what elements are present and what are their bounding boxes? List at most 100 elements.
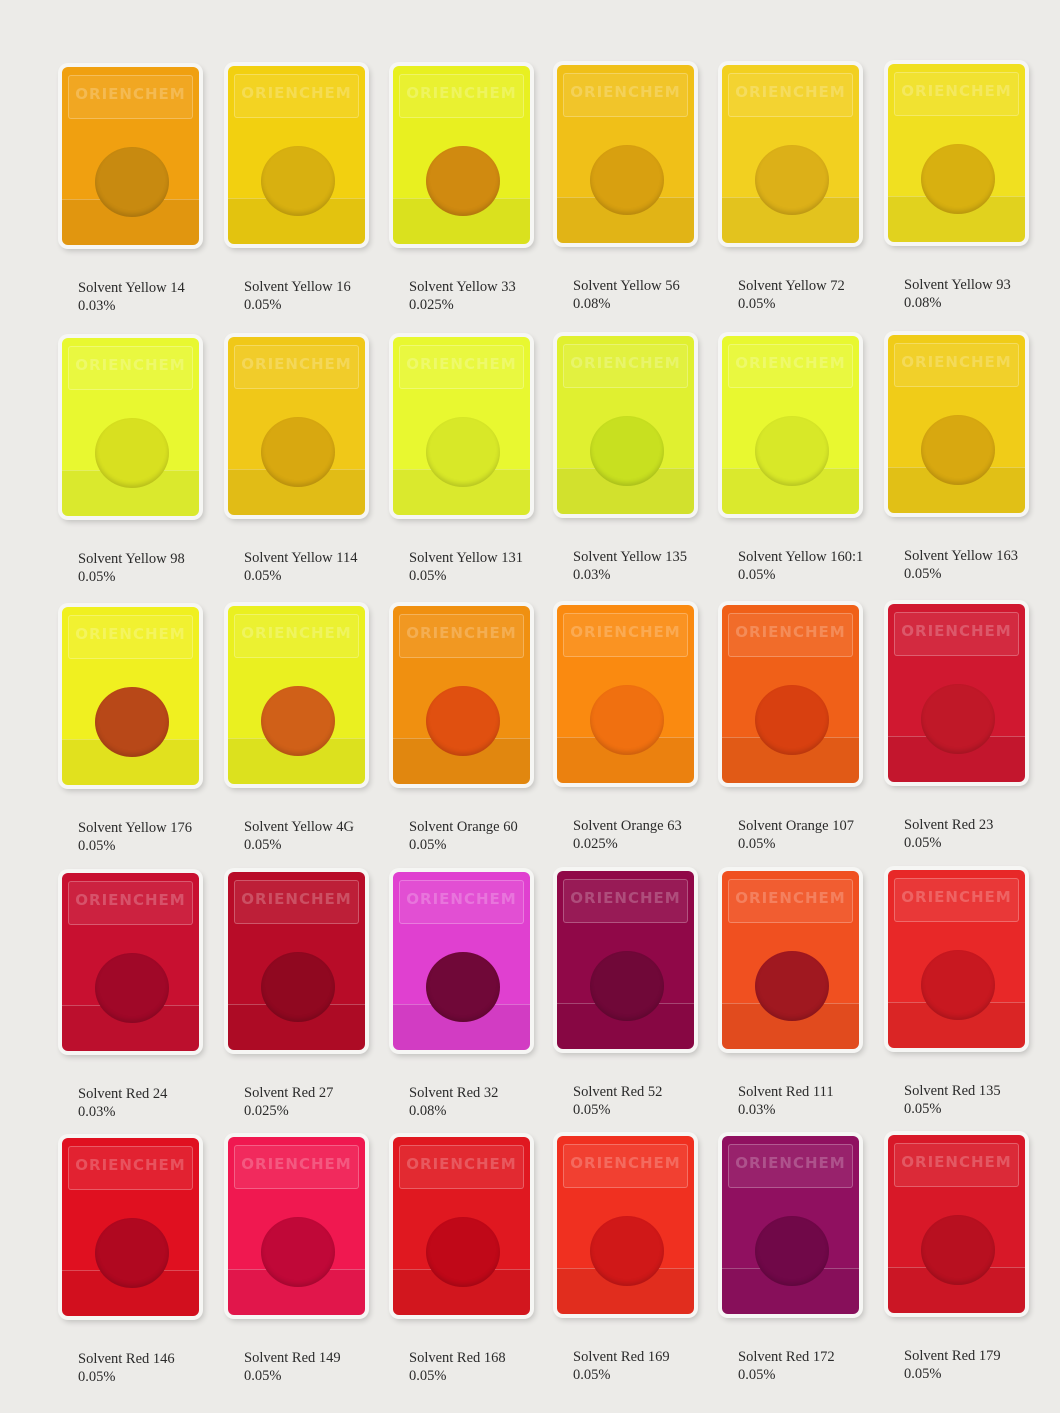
swatch-name: Solvent Yellow 16 xyxy=(244,279,351,296)
swatch-concentration: 0.05% xyxy=(409,1367,447,1384)
brand-logo: ORIENCHEM xyxy=(406,354,517,373)
swatch-concentration: 0.05% xyxy=(78,1369,116,1385)
color-chip: ORIENCHEM xyxy=(557,605,694,784)
logo-band xyxy=(399,73,524,118)
swatch-concentration: 0.05% xyxy=(904,1366,942,1382)
swatch-concentration: 0.08% xyxy=(409,1102,447,1119)
swatch-concentration: 0.05% xyxy=(573,1367,611,1384)
color-chip: ORIENCHEM xyxy=(393,871,530,1050)
logo-band xyxy=(399,613,524,658)
chip-window xyxy=(95,1218,169,1288)
chip-window xyxy=(590,416,664,487)
logo-band xyxy=(234,880,359,925)
swatch-concentration: 0.05% xyxy=(244,568,282,585)
chip-window xyxy=(261,952,335,1023)
swatch-label: Solvent Red 149 0.05% xyxy=(244,1349,341,1385)
swatch-concentration: 0.025% xyxy=(409,296,454,313)
brand-logo: ORIENCHEM xyxy=(570,354,681,373)
swatch-concentration: 0.03% xyxy=(573,567,611,584)
logo-band xyxy=(894,343,1019,387)
color-chip: ORIENCHEM xyxy=(62,873,199,1051)
swatch-concentration: 0.05% xyxy=(573,1102,611,1119)
logo-band xyxy=(728,72,853,117)
swatch-name: Solvent Yellow 4G xyxy=(244,819,354,836)
swatch-label: Solvent Red 179 0.05% xyxy=(904,1347,1001,1383)
chip-window xyxy=(921,415,995,485)
swatch-name: Solvent Yellow 131 xyxy=(409,549,524,566)
swatch-name: Solvent Red 169 xyxy=(573,1349,670,1366)
color-chip: ORIENCHEM xyxy=(722,604,859,783)
swatch-name: Solvent Yellow 163 xyxy=(904,548,1019,564)
brand-logo: ORIENCHEM xyxy=(241,890,352,909)
brand-logo: ORIENCHEM xyxy=(406,889,517,908)
logo-band xyxy=(234,614,359,659)
swatch-name: Solvent Orange 107 xyxy=(738,817,854,834)
swatch-name: Solvent Yellow 14 xyxy=(78,280,185,296)
chip-window xyxy=(95,953,169,1023)
logo-band xyxy=(894,878,1019,922)
swatch-concentration: 0.05% xyxy=(904,1101,942,1117)
swatch-label: Solvent Red 169 0.05% xyxy=(573,1348,670,1384)
chip-window xyxy=(426,685,500,756)
swatch-name: Solvent Yellow 56 xyxy=(573,278,680,295)
swatch-label: Solvent Yellow 72 0.05% xyxy=(738,277,845,313)
chip-window xyxy=(95,418,169,488)
logo-band xyxy=(728,343,853,388)
chip-window xyxy=(426,145,500,216)
color-chip: ORIENCHEM xyxy=(228,66,365,245)
logo-band xyxy=(68,615,193,659)
brand-logo: ORIENCHEM xyxy=(570,1154,681,1173)
swatch-label: Solvent Red 172 0.05% xyxy=(738,1348,835,1384)
swatch-label: Solvent Yellow 160:1 0.05% xyxy=(738,548,863,584)
color-chip: ORIENCHEM xyxy=(62,338,199,516)
chip-window xyxy=(95,147,169,217)
swatch-label: Solvent Red 23 0.05% xyxy=(904,816,993,852)
chip-window xyxy=(590,145,664,216)
swatch-name: Solvent Red 168 xyxy=(409,1349,506,1366)
brand-logo: ORIENCHEM xyxy=(241,355,352,374)
chip-window xyxy=(261,686,335,757)
color-chip: ORIENCHEM xyxy=(557,65,694,244)
swatch-concentration: 0.05% xyxy=(904,566,942,582)
color-chip: ORIENCHEM xyxy=(393,1136,530,1315)
swatch-name: Solvent Yellow 135 xyxy=(573,549,688,566)
swatch-concentration: 0.08% xyxy=(573,296,611,313)
swatch-concentration: 0.05% xyxy=(409,567,447,584)
swatch-name: Solvent Orange 63 xyxy=(573,818,682,835)
swatch-concentration: 0.05% xyxy=(738,835,776,852)
swatch-concentration: 0.025% xyxy=(573,836,618,853)
chip-window xyxy=(426,416,500,487)
swatch-name: Solvent Red 24 xyxy=(78,1086,168,1102)
swatch-concentration: 0.08% xyxy=(904,295,942,311)
swatch-label: Solvent Red 27 0.025% xyxy=(244,1084,333,1120)
logo-band xyxy=(399,1144,524,1189)
color-chip: ORIENCHEM xyxy=(722,870,859,1049)
swatch-name: Solvent Yellow 160:1 xyxy=(738,548,864,565)
swatch-name: Solvent Yellow 33 xyxy=(409,278,516,295)
swatch-label: Solvent Yellow 33 0.025% xyxy=(409,278,516,314)
color-chip: ORIENCHEM xyxy=(62,1138,199,1316)
swatch-concentration: 0.05% xyxy=(738,566,776,583)
color-chip: ORIENCHEM xyxy=(888,64,1025,242)
color-chip: ORIENCHEM xyxy=(557,336,694,515)
swatch-name: Solvent Red 149 xyxy=(244,1350,341,1367)
brand-logo: ORIENCHEM xyxy=(901,353,1012,371)
logo-band xyxy=(68,346,193,390)
swatch-name: Solvent Red 146 xyxy=(78,1351,175,1367)
chip-window xyxy=(921,144,995,214)
brand-logo: ORIENCHEM xyxy=(570,623,681,642)
color-chip: ORIENCHEM xyxy=(62,607,199,785)
logo-band xyxy=(563,879,688,924)
swatch-label: Solvent Red 32 0.08% xyxy=(409,1084,498,1120)
color-chip: ORIENCHEM xyxy=(228,1137,365,1316)
swatch-concentration: 0.05% xyxy=(738,295,776,312)
swatch-name: Solvent Red 172 xyxy=(738,1348,835,1365)
swatch-label: Solvent Yellow 56 0.08% xyxy=(573,277,680,313)
swatch-concentration: 0.03% xyxy=(738,1101,776,1118)
swatch-name: Solvent Yellow 72 xyxy=(738,277,845,294)
swatch-name: Solvent Yellow 98 xyxy=(78,551,185,567)
swatch-label: Solvent Orange 63 0.025% xyxy=(573,817,682,853)
brand-logo: ORIENCHEM xyxy=(735,888,846,907)
swatch-concentration: 0.05% xyxy=(244,837,282,854)
color-chip: ORIENCHEM xyxy=(62,67,199,245)
